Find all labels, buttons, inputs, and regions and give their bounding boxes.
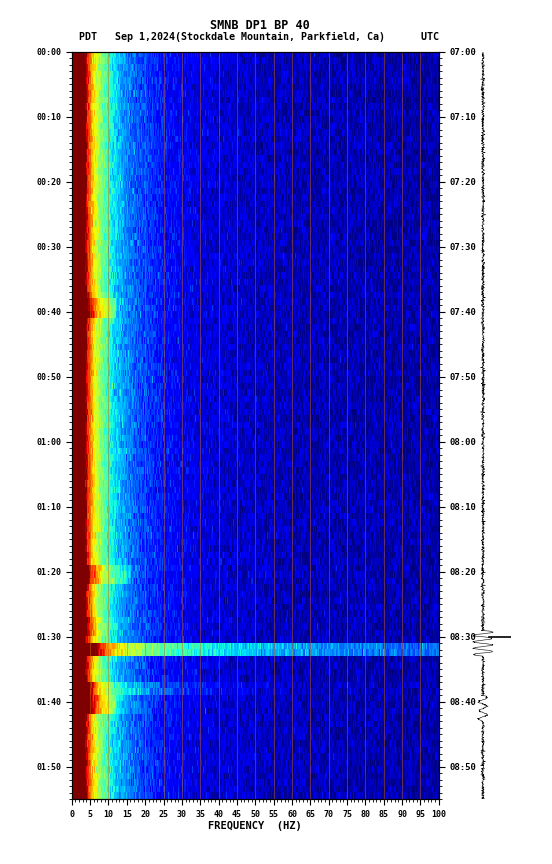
Text: PDT   Sep 1,2024(Stockdale Mountain, Parkfield, Ca)      UTC: PDT Sep 1,2024(Stockdale Mountain, Parkf…	[79, 32, 439, 42]
X-axis label: FREQUENCY  (HZ): FREQUENCY (HZ)	[209, 822, 302, 831]
Text: SMNB DP1 BP 40: SMNB DP1 BP 40	[210, 19, 309, 32]
